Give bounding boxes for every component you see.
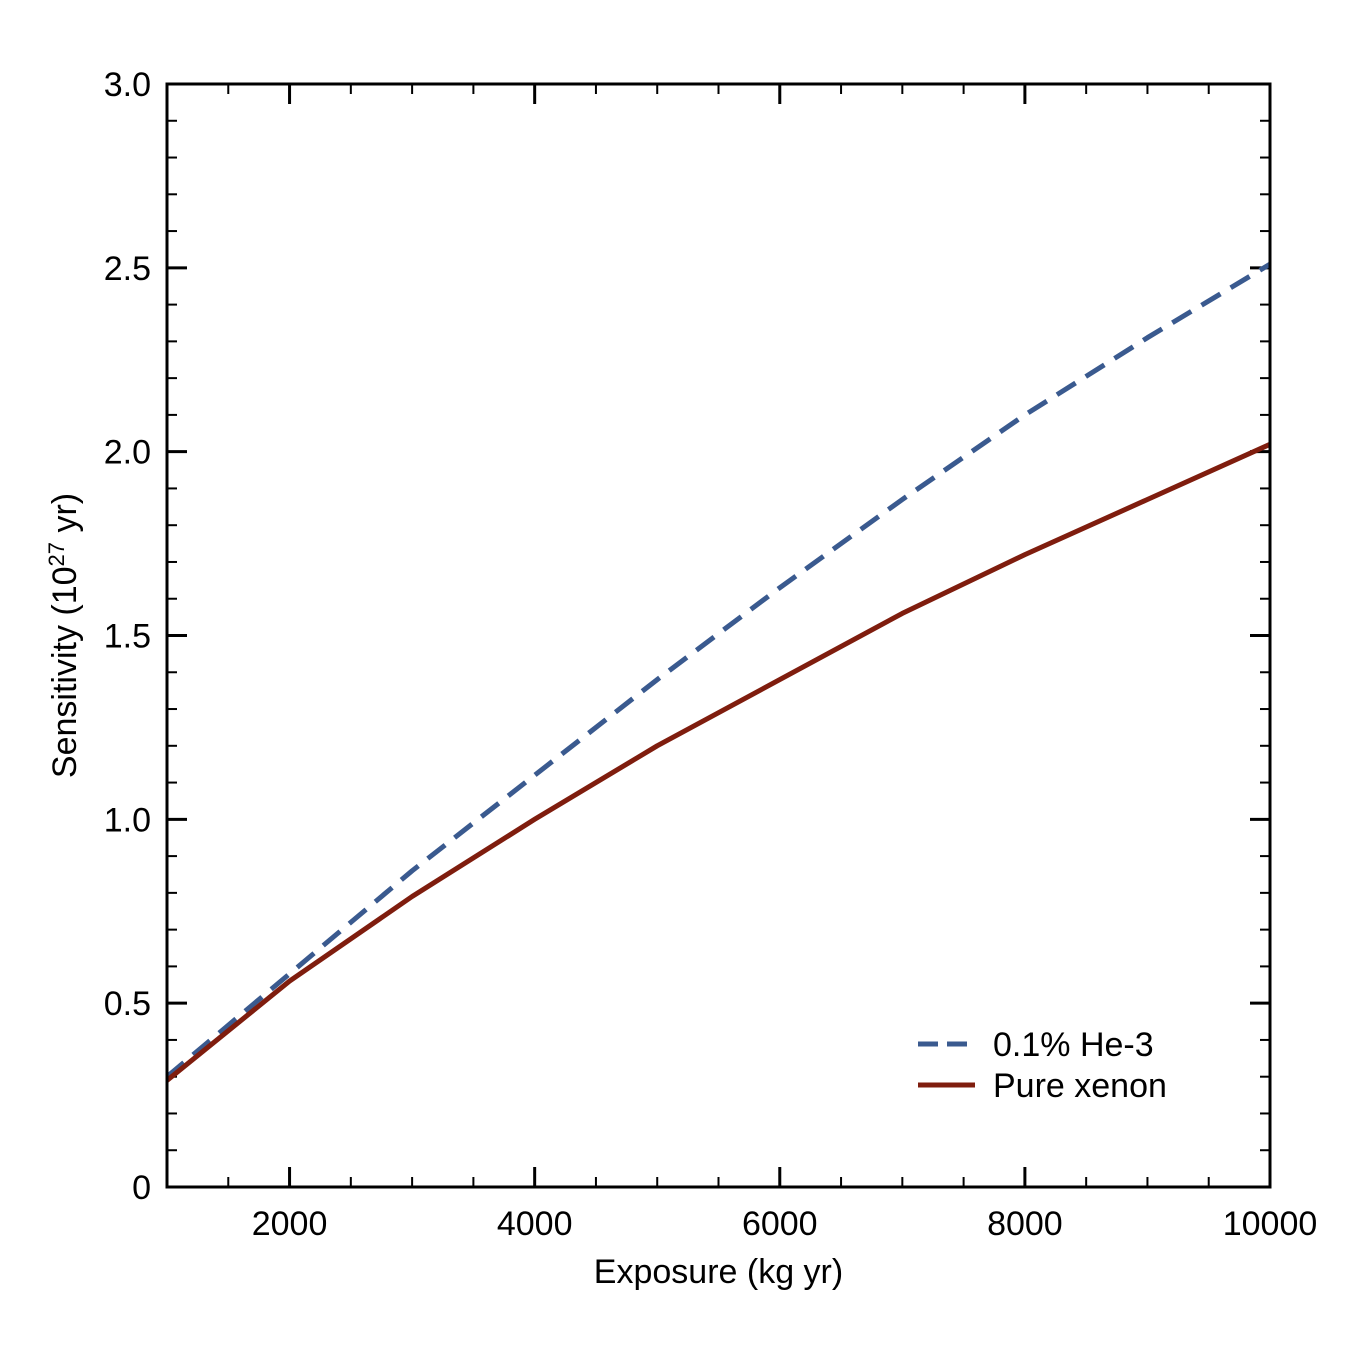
y-tick-label: 2.0	[104, 434, 151, 472]
x-tick-labels: 2000 4000 6000 8000 10000	[252, 1205, 1318, 1243]
x-tick-label: 6000	[742, 1205, 818, 1243]
y-tick-label: 2.5	[104, 250, 151, 288]
y-tick-label: 3.0	[104, 66, 151, 104]
x-tick-label: 8000	[987, 1205, 1063, 1243]
axis-ticks	[166, 82, 1272, 1189]
y-axis-title-superscript: 27	[44, 542, 69, 566]
x-tick-label: 4000	[497, 1205, 573, 1243]
y-tick-label: 0.5	[104, 985, 151, 1023]
x-tick-label: 2000	[252, 1205, 328, 1243]
legend-label-pure-xenon: Pure xenon	[993, 1067, 1167, 1105]
y-tick-label: 1.0	[104, 801, 151, 839]
y-axis-title-prefix: Sensitivity (10	[46, 566, 84, 778]
y-axis-title-suffix: yr)	[46, 493, 84, 542]
series-line-1	[165, 442, 1272, 1083]
plot-series	[165, 262, 1272, 1083]
legend: 0.1% He-3 Pure xenon	[918, 1026, 1167, 1105]
y-tick-label: 0	[132, 1169, 151, 1207]
x-tick-label: 10000	[1223, 1205, 1318, 1243]
legend-label-he3: 0.1% He-3	[993, 1026, 1154, 1064]
plot-frame	[165, 82, 1272, 1189]
y-axis-title: Sensitivity (1027 yr)	[44, 493, 84, 778]
y-tick-label: 1.5	[104, 618, 151, 656]
x-axis-title: Exposure (kg yr)	[594, 1253, 843, 1291]
y-tick-labels: 0 0.5 1.0 1.5 2.0 2.5 3.0	[104, 66, 151, 1207]
series-line-0	[165, 262, 1272, 1079]
